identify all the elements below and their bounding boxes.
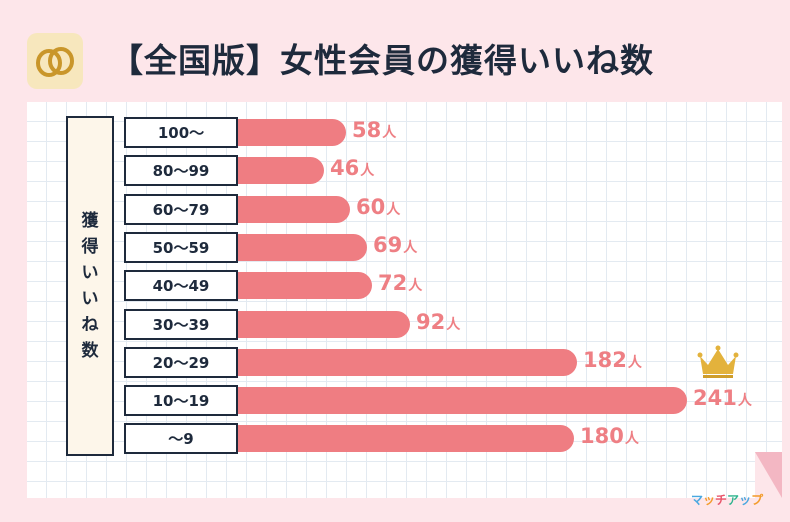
value-unit: 人: [627, 354, 642, 371]
brand-char: ッ: [703, 493, 716, 507]
bar: [238, 195, 350, 223]
y-axis-label: 獲得いいね数: [66, 116, 114, 456]
value-label: 180人: [580, 424, 639, 448]
category-label: 30〜39: [124, 308, 238, 340]
page-title: 【全国版】女性会員の獲得いいね数: [110, 41, 654, 80]
bar: [238, 233, 367, 261]
brand-char: チ: [715, 493, 728, 507]
category-label: 〜9: [124, 423, 238, 455]
value-unit: 人: [360, 163, 375, 180]
brand-logo: マッチアップ: [691, 491, 763, 508]
brand-char: プ: [751, 493, 764, 507]
bar: [238, 387, 687, 415]
category-label: 50〜59: [124, 231, 238, 263]
logo: [27, 33, 83, 89]
brand-char: マ: [691, 493, 704, 507]
value-number: 182: [583, 347, 627, 372]
bar: [238, 119, 346, 146]
y-axis-label-char: ね: [81, 315, 99, 335]
value-unit: 人: [737, 393, 752, 410]
value-label: 60人: [356, 195, 400, 219]
value-number: 69: [373, 232, 403, 257]
category-label: 80〜99: [124, 155, 238, 187]
y-axis-label-char: 得: [81, 237, 99, 257]
bar: [238, 348, 577, 376]
double-ring-logo-icon: [36, 47, 74, 77]
category-label: 40〜49: [124, 270, 238, 302]
bar: [238, 272, 372, 300]
category-label: 10〜19: [124, 385, 238, 417]
value-number: 92: [416, 309, 446, 334]
value-label: 182人: [583, 348, 642, 372]
value-number: 180: [580, 424, 624, 449]
value-number: 60: [356, 194, 386, 219]
crown-icon: [697, 345, 739, 378]
bar: [238, 157, 324, 185]
value-number: 72: [378, 271, 408, 296]
value-unit: 人: [408, 278, 423, 295]
bar: [238, 425, 574, 453]
value-number: 58: [352, 118, 382, 142]
value-unit: 人: [403, 239, 418, 256]
value-number: 46: [330, 156, 360, 181]
y-axis-label-char: い: [81, 263, 99, 283]
value-label: 46人: [330, 156, 374, 180]
value-unit: 人: [386, 201, 401, 218]
value-label: 72人: [378, 271, 422, 295]
y-axis-label-char: 獲: [81, 211, 99, 231]
y-axis-label-char: 数: [81, 341, 99, 361]
value-unit: 人: [382, 125, 397, 141]
y-axis-label-char: い: [81, 289, 99, 309]
value-label: 92人: [416, 310, 460, 334]
value-label: 69人: [373, 233, 417, 257]
bar: [238, 310, 410, 338]
value-unit: 人: [446, 316, 461, 333]
value-unit: 人: [624, 431, 639, 448]
category-label: 20〜29: [124, 346, 238, 378]
page-fold: [755, 452, 782, 498]
value-number: 241: [693, 386, 737, 411]
brand-char: ッ: [739, 493, 752, 507]
value-label: 241人: [693, 386, 752, 410]
category-label: 60〜79: [124, 193, 238, 225]
value-label: 58人: [352, 118, 396, 142]
category-label: 100〜: [124, 117, 238, 148]
brand-char: ア: [727, 493, 740, 507]
